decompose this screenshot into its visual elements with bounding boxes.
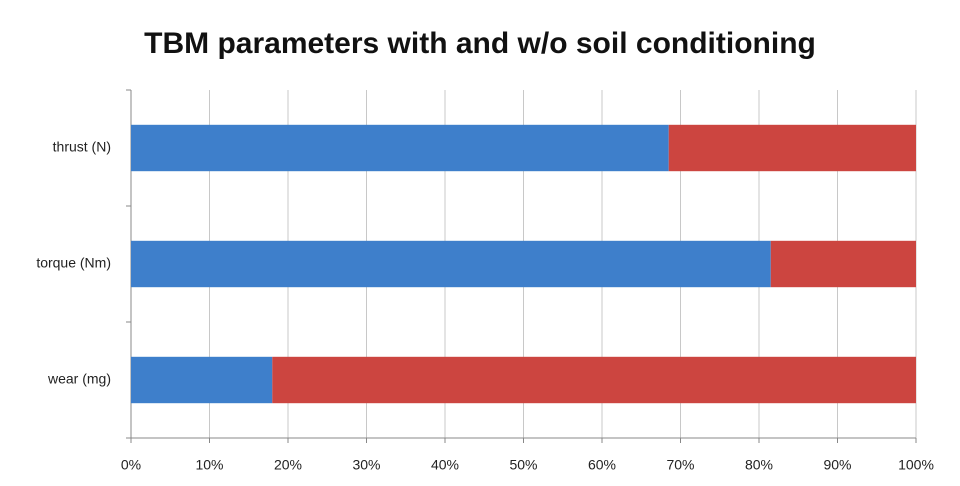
x-tick-label: 100% bbox=[898, 457, 934, 473]
x-tick-label: 10% bbox=[195, 457, 223, 473]
x-tick-label: 20% bbox=[274, 457, 302, 473]
x-tick-label: 0% bbox=[121, 457, 141, 473]
x-tick-label: 90% bbox=[823, 457, 851, 473]
bar-segment bbox=[131, 356, 273, 404]
y-tick-label: wear (mg) bbox=[47, 371, 111, 387]
y-tick-label: thrust (N) bbox=[53, 139, 111, 155]
x-tick-label: 50% bbox=[509, 457, 537, 473]
chart-title: TBM parameters with and w/o soil conditi… bbox=[144, 27, 816, 60]
x-tick-label: 60% bbox=[588, 457, 616, 473]
bar-segment bbox=[131, 240, 771, 288]
bar-segment bbox=[131, 124, 669, 172]
bar-segment bbox=[272, 356, 916, 404]
x-tick-label: 30% bbox=[352, 457, 380, 473]
bar-segment bbox=[770, 240, 916, 288]
x-tick-label: 70% bbox=[666, 457, 694, 473]
x-tick-label: 40% bbox=[431, 457, 459, 473]
x-tick-label: 80% bbox=[745, 457, 773, 473]
bar-segment bbox=[668, 124, 916, 172]
y-tick-label: torque (Nm) bbox=[36, 255, 111, 271]
